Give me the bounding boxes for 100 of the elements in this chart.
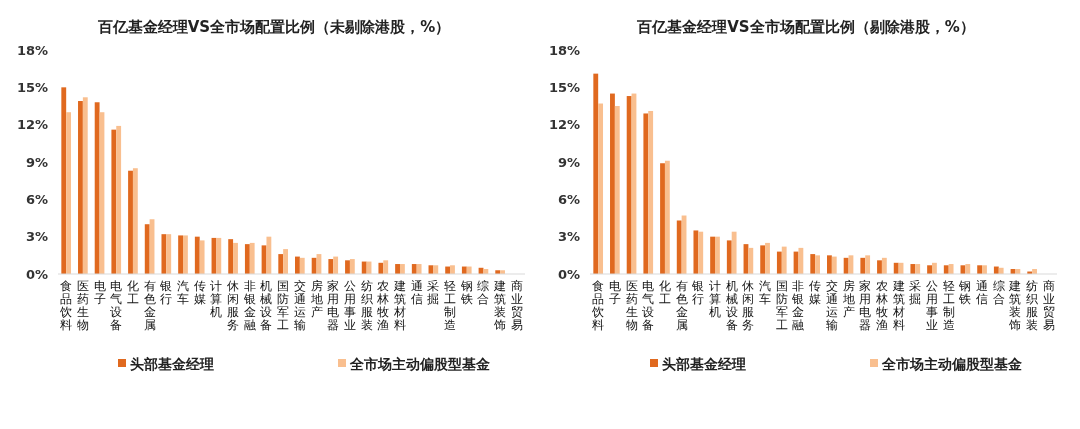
- bar: [249, 242, 255, 274]
- x-tick-label: 农林牧渔: [376, 279, 390, 332]
- x-tick-label: 休闲服务: [227, 279, 240, 332]
- x-tick-label: 房地产: [309, 279, 323, 319]
- bar: [199, 240, 205, 274]
- y-tick-label: 15%: [548, 79, 580, 95]
- x-tick-label: 传媒: [809, 279, 822, 306]
- bar: [760, 245, 766, 274]
- bar: [943, 265, 949, 274]
- bar: [598, 103, 604, 274]
- bar: [278, 254, 284, 274]
- bar: [116, 125, 122, 274]
- bar: [664, 160, 670, 274]
- x-tick-label: 有色金属: [143, 279, 156, 332]
- bar: [827, 255, 832, 274]
- x-tick-label: 通信: [976, 279, 989, 306]
- x-tick-label: 钢铁: [958, 279, 972, 306]
- x-tick-label: 计算机: [210, 279, 223, 319]
- bar: [982, 265, 987, 274]
- bar: [610, 93, 615, 274]
- x-tick-label: 化工: [658, 279, 671, 306]
- x-tick-label: 交通运输: [825, 279, 838, 332]
- bar: [132, 168, 138, 274]
- x-tick-label: 汽车: [177, 279, 190, 306]
- bar: [283, 249, 288, 274]
- bar: [161, 234, 167, 274]
- y-tick-label: 18%: [16, 42, 48, 58]
- x-tick-label: 电气设备: [110, 279, 123, 332]
- x-tick-label: 房地产: [841, 279, 855, 319]
- x-tick-label: 非银金融: [791, 279, 805, 332]
- bar: [411, 264, 417, 274]
- bar: [715, 236, 720, 274]
- bar: [349, 259, 355, 274]
- x-tick-label: 有色金属: [675, 279, 688, 332]
- bar: [333, 256, 339, 274]
- bar: [910, 264, 916, 274]
- bar: [648, 110, 654, 274]
- x-tick-label: 国防军工: [775, 279, 788, 332]
- x-tick-label: 汽车: [759, 279, 772, 306]
- x-tick-label: 电子: [608, 279, 621, 306]
- x-tick-label: 采掘: [427, 279, 440, 306]
- bar: [843, 257, 849, 274]
- y-tick-label: 18%: [548, 42, 580, 58]
- x-tick-label: 综合: [477, 279, 490, 306]
- x-tick-label: 机械设备: [260, 279, 273, 332]
- bar: [810, 254, 816, 274]
- x-tick-label: 通信: [410, 279, 423, 306]
- bar: [433, 265, 439, 274]
- bar: [378, 262, 384, 274]
- bar: [328, 259, 334, 274]
- x-tick-label: 化工: [126, 279, 139, 306]
- bar: [593, 73, 599, 274]
- x-tick-label: 非银金融: [242, 279, 256, 332]
- bar: [82, 97, 88, 274]
- bar: [66, 112, 72, 274]
- y-tick-label: 0%: [25, 266, 48, 282]
- y-tick-label: 6%: [25, 191, 48, 207]
- bar: [178, 235, 184, 274]
- x-tick-label: 休闲服务: [742, 279, 755, 332]
- bar: [977, 265, 983, 274]
- bar: [877, 260, 882, 274]
- x-tick-label: 纺织服装: [360, 279, 373, 332]
- bar: [815, 255, 820, 274]
- bar: [299, 257, 305, 274]
- y-tick-label: 9%: [557, 154, 580, 170]
- legend-label: 全市场主动偏股型基金: [349, 355, 491, 372]
- bar: [776, 251, 782, 274]
- bar: [128, 170, 133, 274]
- y-tick-label: 0%: [557, 266, 580, 282]
- bar: [244, 244, 250, 274]
- bar: [865, 255, 871, 274]
- x-tick-label: 建筑材料: [891, 279, 905, 332]
- bar: [166, 234, 172, 274]
- y-tick-label: 12%: [548, 117, 580, 133]
- bar: [893, 262, 899, 274]
- bar: [676, 220, 682, 274]
- x-tick-label: 商业贸易: [1042, 279, 1055, 332]
- bar: [194, 236, 200, 274]
- legend-label: 全市场主动偏股型基金: [881, 355, 1023, 372]
- bar: [94, 102, 100, 274]
- y-tick-label: 15%: [16, 79, 48, 95]
- bar: [831, 256, 837, 274]
- bar: [660, 163, 665, 274]
- y-tick-label: 9%: [25, 154, 48, 170]
- y-tick-label: 3%: [557, 229, 580, 245]
- legend-label: 头部基金经理: [662, 355, 746, 372]
- x-tick-label: 医药生物: [625, 279, 638, 332]
- bar: [216, 237, 222, 274]
- x-tick-label: 银行: [159, 279, 173, 306]
- bar: [726, 240, 732, 274]
- y-tick-label: 3%: [25, 229, 48, 245]
- x-tick-label: 钢铁: [459, 279, 473, 306]
- x-tick-label: 建筑材料: [392, 279, 406, 332]
- chart-title: 百亿基金经理VS全市场配置比例（剔除港股，%）: [636, 18, 975, 36]
- x-tick-label: 机械设备: [725, 279, 738, 332]
- bar: [781, 246, 787, 274]
- x-tick-label: 公用事业: [925, 279, 938, 332]
- chart-title: 百亿基金经理VS全市场配置比例（未剔除港股，%）: [96, 18, 451, 36]
- y-tick-label: 6%: [557, 191, 580, 207]
- x-tick-label: 交通运输: [293, 279, 306, 332]
